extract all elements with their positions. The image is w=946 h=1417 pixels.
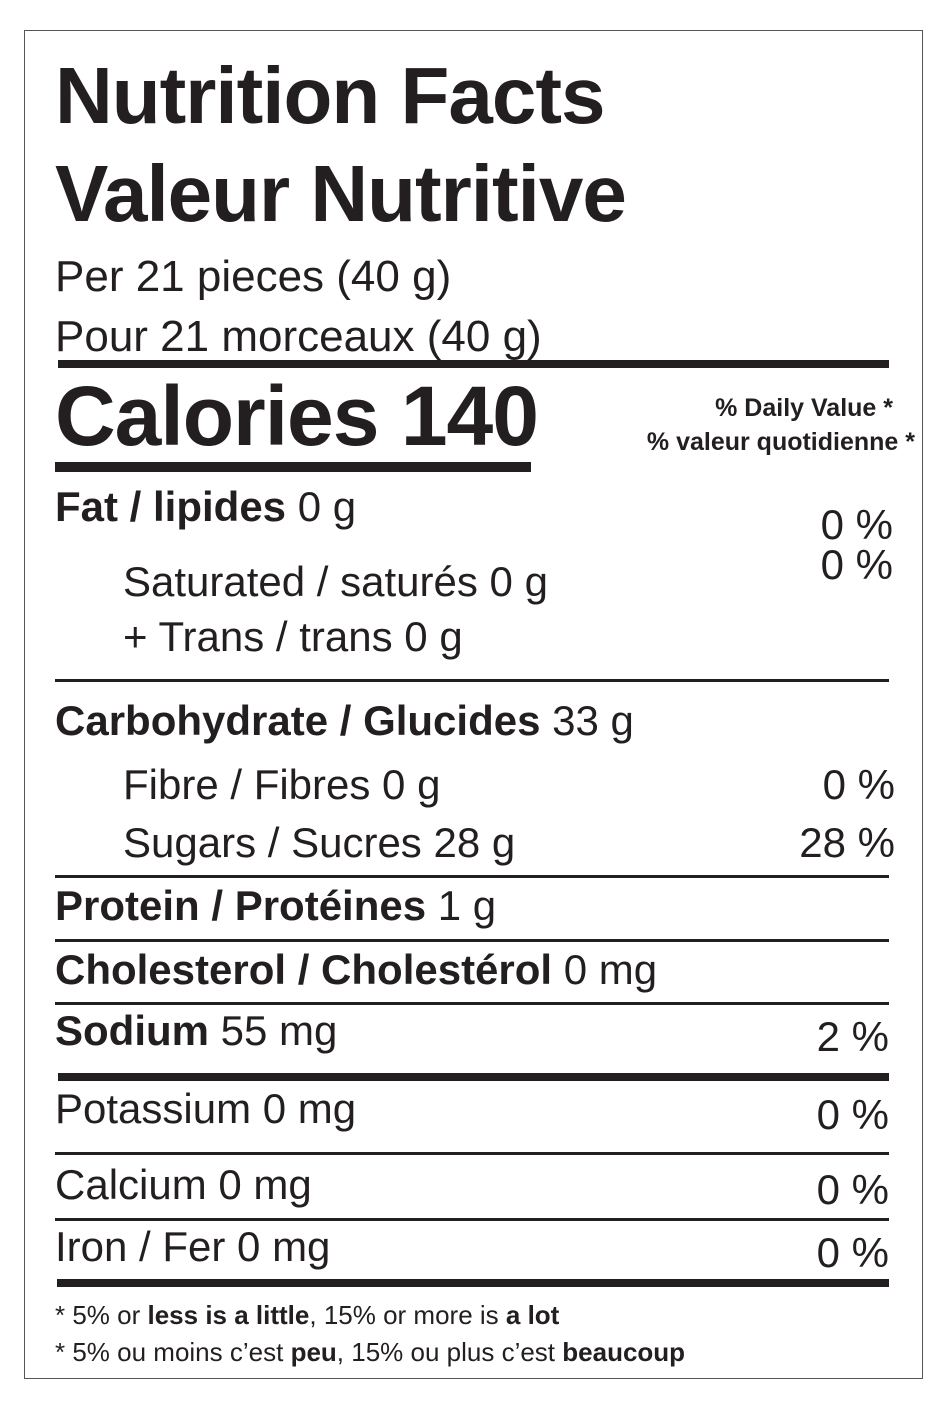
carbohydrate-row: Carbohydrate / Glucides 33 g — [55, 700, 634, 742]
calcium-label: Calcium 0 mg — [55, 1161, 312, 1208]
footnote-bold: peu — [290, 1337, 337, 1367]
cholesterol-label: Cholesterol / Cholestérol — [55, 946, 553, 993]
fat-row: Fat / lipides 0 g — [55, 486, 356, 528]
sodium-dv: 2 % — [816, 1013, 889, 1060]
sugars-label: Sugars / Sucres 28 g — [123, 819, 516, 866]
footnote-bold: less is a little — [147, 1300, 310, 1330]
footnote-text: , 15% or more is — [309, 1300, 506, 1330]
cholesterol-row: Cholesterol / Cholestérol 0 mg — [55, 949, 657, 991]
trans-label: + Trans / trans 0 g — [123, 613, 463, 660]
footnote-text: * 5% ou moins c’est — [55, 1337, 291, 1367]
divider — [55, 875, 889, 878]
iron-dv: 0 % — [816, 1229, 889, 1276]
divider — [58, 360, 889, 368]
footnote-bold: beaucoup — [562, 1337, 686, 1367]
calories: Calories 140 — [55, 369, 539, 463]
fibre-dv: 0 % — [822, 761, 895, 808]
carbohydrate-label: Carbohydrate / Glucides — [55, 697, 541, 744]
divider — [55, 679, 889, 682]
carbohydrate-amount: 33 g — [552, 697, 634, 744]
fat-dv: 0 % — [820, 501, 893, 548]
footnote-text: * 5% or — [55, 1300, 148, 1330]
fat-label: Fat / lipides — [55, 483, 287, 530]
cholesterol-amount: 0 mg — [563, 946, 658, 993]
potassium-label: Potassium 0 mg — [55, 1085, 357, 1132]
protein-row: Protein / Protéines 1 g — [55, 885, 496, 927]
serving-en: Per 21 pieces (40 g) — [55, 252, 452, 301]
divider — [55, 1152, 889, 1155]
divider — [55, 939, 889, 942]
sodium-label: Sodium — [55, 1007, 209, 1054]
footnote-fr: * 5% ou moins c’est peu, 15% ou plus c’e… — [55, 1339, 685, 1365]
divider — [55, 1002, 889, 1005]
sugars-dv: 28 % — [799, 819, 895, 866]
saturated-label: Saturated / saturés 0 g — [123, 558, 548, 605]
saturated-dv: 0 % — [820, 541, 893, 588]
title-en: Nutrition Facts — [55, 51, 605, 140]
sodium-amount: 55 mg — [220, 1007, 338, 1054]
serving-fr: Pour 21 morceaux (40 g) — [55, 312, 542, 361]
footnote-text: , 15% ou plus c’est — [336, 1337, 563, 1367]
protein-amount: 1 g — [437, 882, 497, 929]
iron-label: Iron / Fer 0 mg — [55, 1223, 331, 1270]
sodium-row: Sodium 55 mg — [55, 1010, 337, 1052]
fat-amount: 0 g — [297, 483, 357, 530]
daily-value-header-en: % Daily Value * — [715, 394, 893, 422]
protein-label: Protein / Protéines — [55, 882, 427, 929]
footnote-bold: a lot — [505, 1300, 560, 1330]
potassium-dv: 0 % — [816, 1091, 889, 1138]
divider — [57, 1279, 889, 1287]
calcium-dv: 0 % — [816, 1166, 889, 1213]
title-fr: Valeur Nutritive — [55, 149, 627, 238]
fibre-label: Fibre / Fibres 0 g — [123, 761, 441, 808]
divider — [55, 1218, 889, 1221]
divider — [55, 462, 531, 472]
divider — [58, 1073, 889, 1081]
footnote-en: * 5% or less is a little, 15% or more is… — [55, 1302, 559, 1328]
nutrition-label-border — [24, 30, 923, 1379]
daily-value-header-fr: % valeur quotidienne * — [646, 428, 915, 456]
